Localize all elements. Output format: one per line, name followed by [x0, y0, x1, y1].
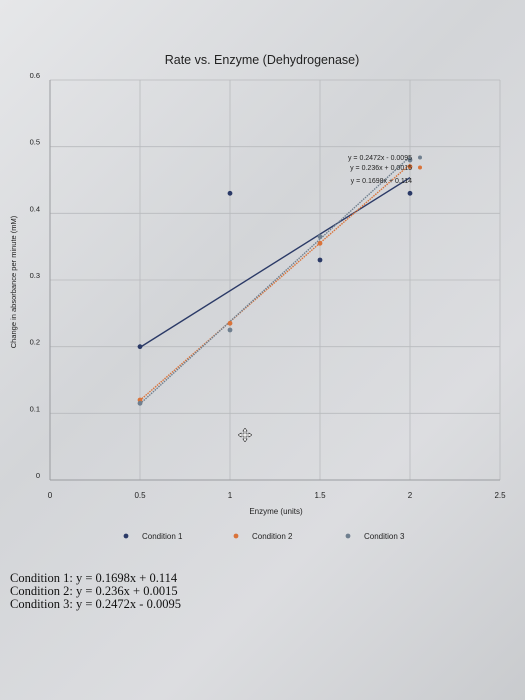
y-tick-label: 0.1 [30, 404, 40, 413]
data-point [137, 400, 143, 406]
equation-label: y = 0.2472x - 0.0095 [348, 155, 412, 162]
y-tick-label: 0.4 [30, 204, 40, 213]
data-point [227, 190, 233, 196]
legend-label: Condition 3 [364, 532, 405, 541]
data-point [137, 397, 143, 403]
y-tick-label: 0.2 [30, 338, 40, 347]
trendline-condition-1 [139, 177, 411, 348]
equation-notes: Condition 1: y = 0.1698x + 0.114 Conditi… [10, 572, 181, 611]
data-point [137, 344, 143, 350]
y-tick-label: 0.5 [30, 138, 40, 147]
equation-marker [418, 155, 422, 160]
chart-title: Rate vs. Enzyme (Dehydrogenase) [165, 53, 360, 67]
x-tick-label: 2 [408, 491, 413, 500]
equation-marker [418, 165, 422, 170]
data-point [317, 240, 323, 246]
equation-label: y = 0.1698x + 0.114 [351, 178, 412, 185]
x-axis-label: Enzyme (units) [249, 507, 303, 516]
equation-label: y = 0.236x + 0.0015 [350, 165, 412, 172]
data-point [407, 157, 413, 163]
data-point [227, 320, 233, 326]
data-point [407, 164, 413, 170]
x-tick-label: 0.5 [134, 491, 146, 500]
x-tick-label: 2.5 [494, 491, 506, 500]
legend: Condition 1 Condition 2 Condition 3 [123, 532, 405, 541]
x-tick-label: 0 [48, 491, 53, 500]
x-tick-label: 1 [228, 491, 233, 500]
note-line: Condition 1: y = 0.1698x + 0.114 [10, 571, 178, 585]
data-points [137, 157, 413, 406]
legend-label: Condition 1 [142, 532, 183, 541]
y-axis-label: Change in absorbance per minute (mM) [9, 215, 18, 348]
legend-marker [345, 533, 351, 539]
y-tick-label: 0.6 [30, 71, 40, 80]
y-tick-label: 0 [36, 471, 40, 480]
note-line: Condition 2: y = 0.236x + 0.0015 [10, 584, 178, 598]
y-tick-label: 0.3 [30, 271, 40, 280]
x-tick-label: 1.5 [314, 491, 326, 500]
data-point [317, 234, 323, 240]
equation-labels: y = 0.2472x - 0.0095 y = 0.236x + 0.0015 y… [348, 155, 422, 185]
trendlines [139, 156, 411, 405]
data-point [407, 190, 413, 196]
data-point [227, 327, 233, 333]
legend-marker [233, 533, 239, 539]
legend-marker [123, 533, 129, 539]
tick-labels: 0 0.5 1 1.5 2 2.5 0 0.1 0.2 0.3 0.4 0.5 0.6 [30, 71, 507, 500]
move-cursor-icon [238, 428, 252, 442]
data-point [317, 257, 323, 263]
legend-label: Condition 2 [252, 532, 293, 541]
trendline-condition-2 [139, 163, 411, 401]
trendline-condition-3 [139, 156, 411, 405]
note-line: Condition 3: y = 0.2472x - 0.0095 [10, 597, 181, 611]
